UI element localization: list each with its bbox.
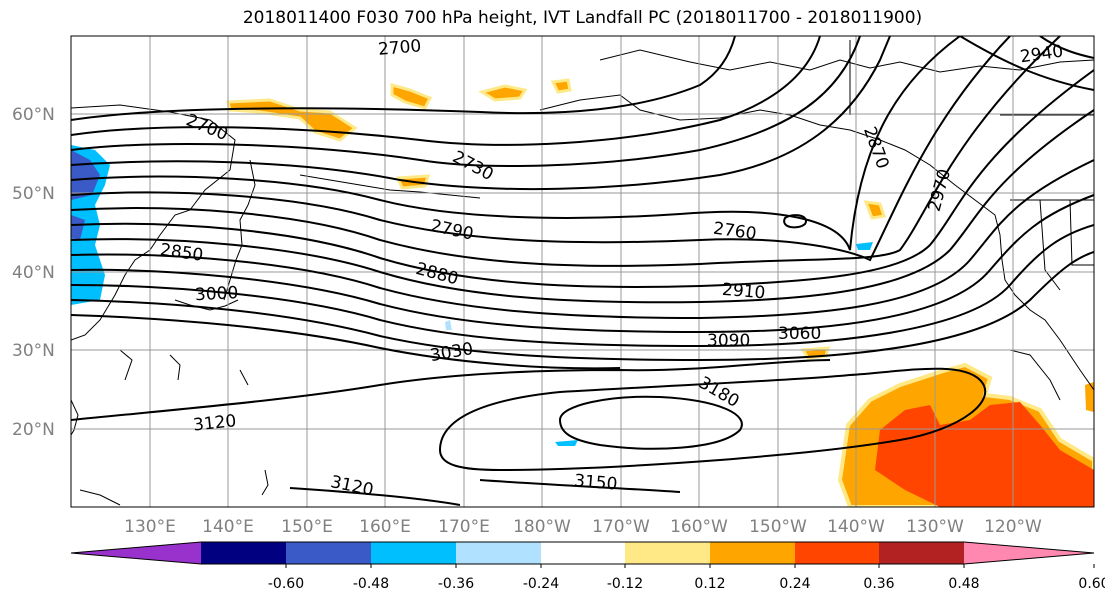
colorbar-tick-label: -0.36 xyxy=(438,576,474,592)
colorbar-swatch xyxy=(371,542,456,564)
colorbar-tick-label: -0.24 xyxy=(523,576,559,592)
lon-label: 140°E xyxy=(202,517,254,537)
colorbar-tick-label: -0.60 xyxy=(268,576,304,592)
colorbar-swatch xyxy=(879,542,964,564)
map-frame xyxy=(70,35,1095,508)
colorbar-swatch xyxy=(541,542,625,564)
colorbar-swatch xyxy=(795,542,879,564)
colorbar-swatch xyxy=(710,542,795,564)
colorbar-tick-label: 0.24 xyxy=(779,576,810,592)
lon-label: 140°W xyxy=(827,517,885,537)
positive-pc-patch-3 xyxy=(478,84,528,102)
contour-label: 2700 xyxy=(377,36,422,60)
ivt-shading xyxy=(71,78,1094,507)
colorbar-tick-label: -0.48 xyxy=(353,576,389,592)
negative-pc-region-asia-core xyxy=(71,150,100,200)
lon-label: 160°E xyxy=(359,517,411,537)
lat-label: 50°N xyxy=(12,184,55,204)
graticule xyxy=(71,36,1094,507)
lat-label: 30°N xyxy=(12,341,55,361)
contour-label: 3000 xyxy=(195,283,239,305)
colorbar-swatch xyxy=(625,542,710,564)
colorbar-tick-label: -0.12 xyxy=(607,576,643,592)
colorbar-swatch xyxy=(964,542,1094,564)
contour-label: 3120 xyxy=(192,411,237,435)
lon-label: 170°W xyxy=(592,517,650,537)
contour-label: 3060 xyxy=(778,324,821,344)
positive-pc-patch-2 xyxy=(390,83,433,110)
positive-pc-patch-1 xyxy=(226,98,358,142)
lon-label: 160°W xyxy=(670,517,728,537)
contour-label: 2910 xyxy=(721,280,766,304)
colorbar-tick-label: 0.12 xyxy=(694,576,725,592)
colorbar: -0.60 -0.48 -0.36 -0.24 -0.12 0.12 0.24 0.36 0.4… xyxy=(70,541,1105,592)
colorbar-swatch xyxy=(71,542,201,564)
lon-label: 120°W xyxy=(984,517,1042,537)
colorbar-swatch xyxy=(286,542,371,564)
height-contours xyxy=(71,36,1094,506)
colorbar-swatch xyxy=(201,542,286,564)
strong-pc-core xyxy=(875,402,1094,507)
latitude-labels: 60°N 50°N 40°N 30°N 20°N xyxy=(12,105,55,440)
lat-label: 40°N xyxy=(12,263,55,283)
longitude-labels: 130°E 140°E 150°E 160°E 170°E 180°W 170°… xyxy=(124,517,1042,537)
lat-label: 20°N xyxy=(12,420,55,440)
colorbar-outline xyxy=(70,541,1095,565)
lon-label: 170°E xyxy=(438,517,490,537)
lon-label: 150°E xyxy=(281,517,333,537)
lon-label: 150°W xyxy=(749,517,807,537)
contour-label: 3150 xyxy=(573,471,618,495)
colorbar-tick-label: 0.60 xyxy=(1078,576,1105,592)
contour-label: 3090 xyxy=(707,331,750,351)
lon-label: 130°W xyxy=(906,517,964,537)
lon-label: 180°W xyxy=(513,517,571,537)
colorbar-tick-label: 0.48 xyxy=(948,576,979,592)
lon-label: 130°E xyxy=(124,517,176,537)
colorbar-swatch xyxy=(456,542,541,564)
lat-label: 60°N xyxy=(12,105,55,125)
map-title: 2018011400 F030 700 hPa height, IVT Land… xyxy=(242,8,923,28)
colorbar-tick-label: 0.36 xyxy=(863,576,894,592)
